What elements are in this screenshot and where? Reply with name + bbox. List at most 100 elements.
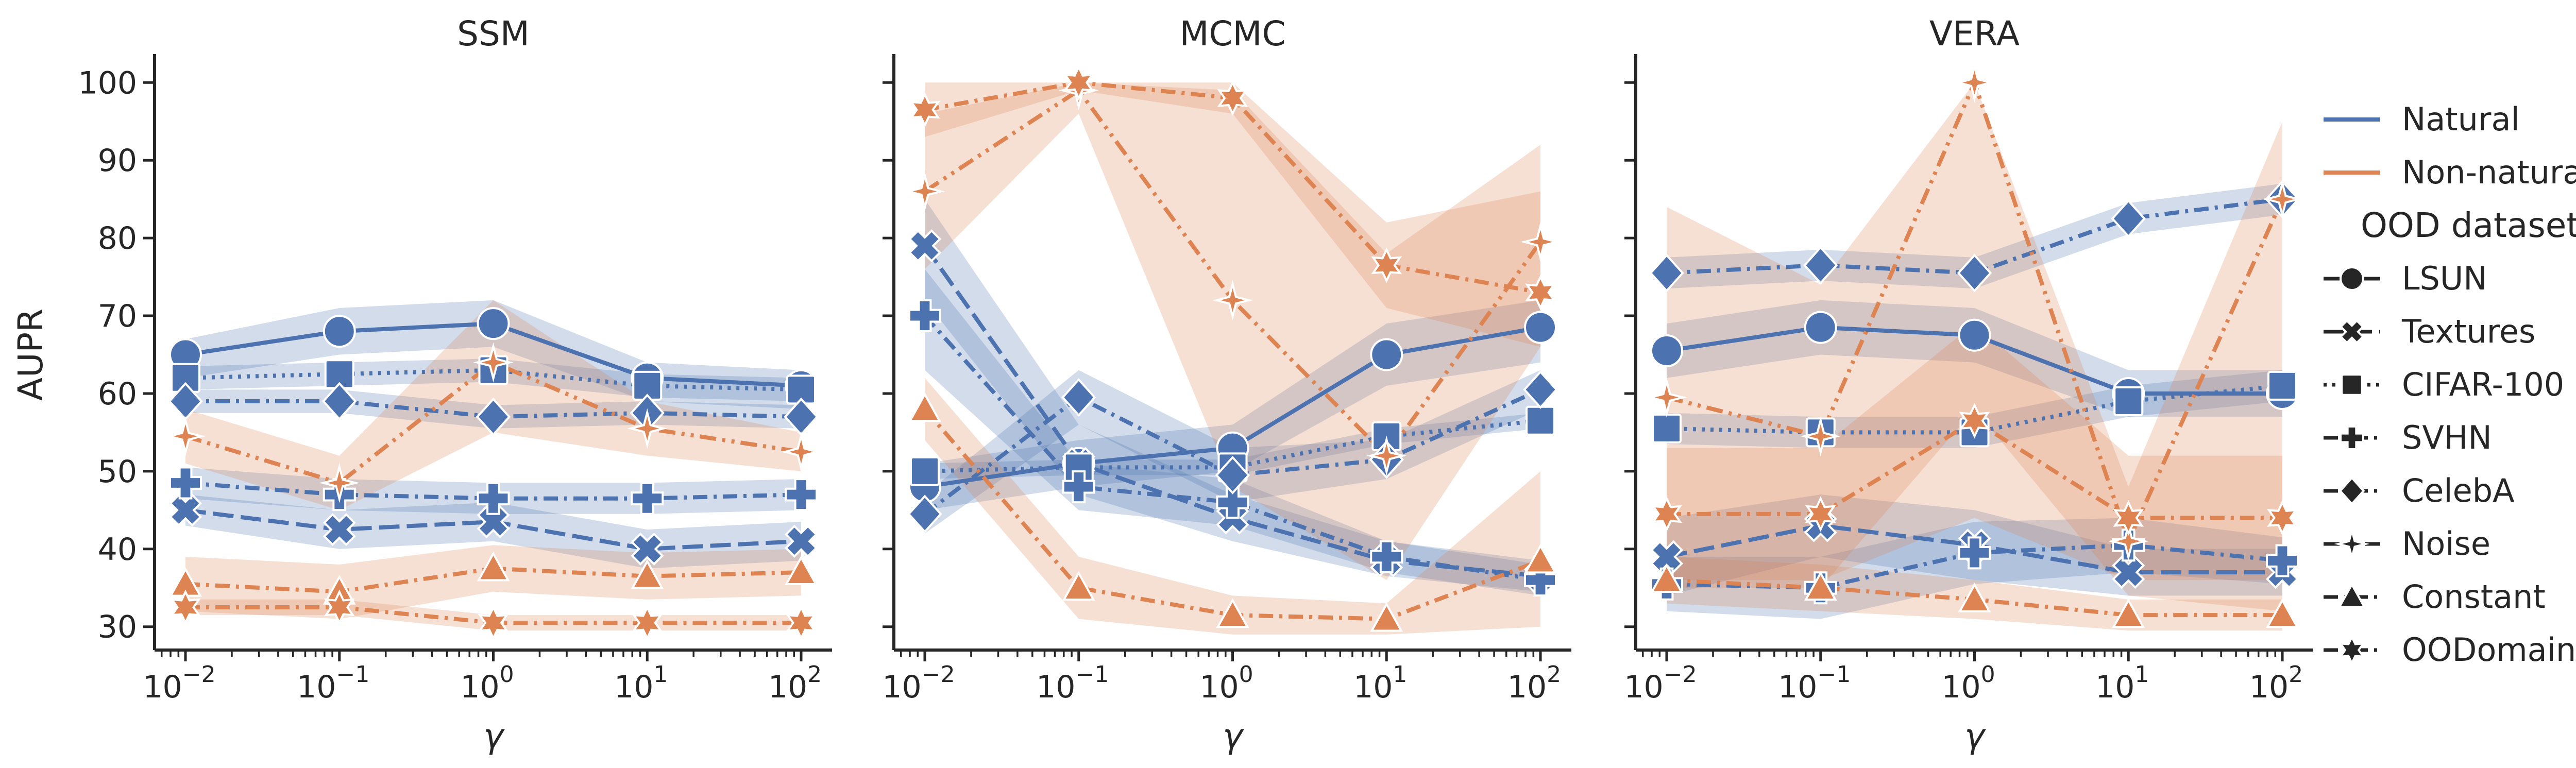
marker-constant (477, 551, 510, 582)
marker-oodomain (632, 605, 663, 641)
legend-label: OODomain (2402, 631, 2576, 669)
panel-vera: 10−2 10−1 100 101 102 VERA γ (1624, 14, 2313, 756)
panel-mcmc: 10−2 10−1 100 101 102 MCMC γ (882, 14, 1571, 756)
marker-svhn (1524, 564, 1557, 597)
marker-noise (781, 431, 822, 472)
marker-celeba (1523, 370, 1558, 409)
marker-svhn (1370, 540, 1403, 573)
marker-constant (1062, 571, 1095, 601)
marker-lsun (1650, 334, 1683, 367)
marker-oodomain (786, 605, 817, 641)
marker-svhn (1216, 486, 1249, 519)
marker-oodomain (1525, 275, 1556, 311)
series-markers (165, 307, 822, 641)
marker-constant (1650, 563, 1683, 593)
marker-svhn (2266, 544, 2299, 577)
marker-svhn (1958, 536, 1991, 570)
marker-noise (473, 342, 514, 383)
marker-textures (323, 513, 356, 547)
y-tick-label: 50 (98, 454, 137, 490)
legend: Natural Non-natural OOD dataset LSUN Texture… (2324, 100, 2576, 669)
legend-marker-oodomain (2338, 635, 2365, 665)
x-tick-label: 102 (2249, 661, 2303, 705)
marker-noise (904, 171, 945, 212)
legend-label: Textures (2401, 313, 2535, 350)
marker-constant (2266, 598, 2299, 628)
marker-noise (1212, 280, 1253, 321)
y-tick-label: 30 (98, 609, 137, 645)
legend-marker-cifar-100 (2341, 373, 2363, 396)
marker-oodomain (1217, 80, 1248, 116)
legend-label: SVHN (2402, 419, 2492, 456)
marker-constant (1804, 571, 1837, 601)
y-tick-label: 80 (98, 220, 137, 257)
marker-noise (627, 408, 668, 449)
line-noise (184, 360, 802, 485)
marker-constant (908, 392, 941, 422)
legend-title: OOD dataset (2361, 206, 2576, 245)
marker-cifar-100 (2113, 386, 2144, 417)
marker-celeba (1649, 253, 1684, 293)
marker-lsun (1804, 311, 1837, 344)
x-tick-label: 102 (1507, 661, 1561, 705)
marker-noise (1646, 377, 1687, 418)
marker-noise (319, 463, 360, 503)
marker-constant (1524, 543, 1557, 574)
marker-svhn (908, 299, 941, 333)
marker-constant (2112, 598, 2145, 628)
line-svhn (923, 314, 1541, 583)
marker-constant (785, 555, 818, 585)
legend-label: Natural (2402, 100, 2520, 138)
marker-oodomain (1805, 496, 1836, 532)
marker-svhn (477, 482, 510, 515)
marker-oodomain (1651, 496, 1682, 532)
x-tick-label: 101 (614, 661, 668, 705)
marker-celeba (476, 397, 511, 436)
axes: 30 40 50 60 70 80 90 100 10−2 10−1 100 101 102 (78, 54, 832, 705)
marker-svhn (169, 466, 202, 500)
legend-label: Constant (2402, 578, 2546, 616)
x-tick-label: 101 (2095, 661, 2149, 705)
x-axis-label: γ (1223, 716, 1244, 756)
marker-textures (631, 532, 664, 566)
marker-cifar-100 (1652, 413, 1682, 443)
legend-marker-noise (2334, 526, 2370, 562)
marker-celeba (1957, 253, 1992, 293)
marker-oodomain (2113, 500, 2144, 536)
legend-label: LSUN (2402, 260, 2487, 297)
legend-label: CIFAR-100 (2402, 366, 2564, 403)
marker-lsun (1370, 338, 1403, 371)
band-constant (925, 378, 1540, 635)
marker-celeba (1215, 455, 1250, 494)
x-tick-label: 101 (1353, 661, 1407, 705)
y-tick-label: 70 (98, 298, 137, 334)
x-axis-label: γ (483, 716, 505, 756)
marker-cifar-100 (910, 456, 940, 486)
panel-title: VERA (1929, 14, 2020, 54)
marker-celeba (322, 382, 357, 421)
panel-ssm: 30 40 50 60 70 80 90 100 10−2 10−1 100 101 102 SSM γ AU… (11, 14, 832, 756)
marker-celeba (907, 494, 942, 534)
axes: 10−2 10−1 100 101 102 (1624, 54, 2313, 705)
marker-oodomain (2267, 500, 2298, 536)
x-tick-label: 10−1 (1778, 661, 1851, 705)
y-tick-label: 90 (98, 143, 137, 179)
x-tick-label: 10−2 (882, 661, 955, 705)
marker-noise (2108, 521, 2149, 561)
x-tick-label: 10−2 (1624, 661, 1697, 705)
confidence-bands (925, 82, 1540, 635)
series-markers (1646, 62, 2303, 628)
marker-lsun (477, 307, 510, 340)
marker-noise (1800, 416, 1841, 457)
marker-textures (908, 229, 942, 263)
x-tick-label: 10−1 (297, 661, 369, 705)
marker-lsun (1958, 318, 1991, 352)
marker-celeba (1803, 246, 1838, 285)
x-tick-label: 10−1 (1036, 661, 1109, 705)
series-markers (904, 64, 1561, 632)
x-axis-label: γ (1964, 716, 1986, 756)
marker-lsun (1524, 311, 1557, 344)
marker-noise (2262, 179, 2303, 219)
marker-svhn (631, 482, 664, 515)
